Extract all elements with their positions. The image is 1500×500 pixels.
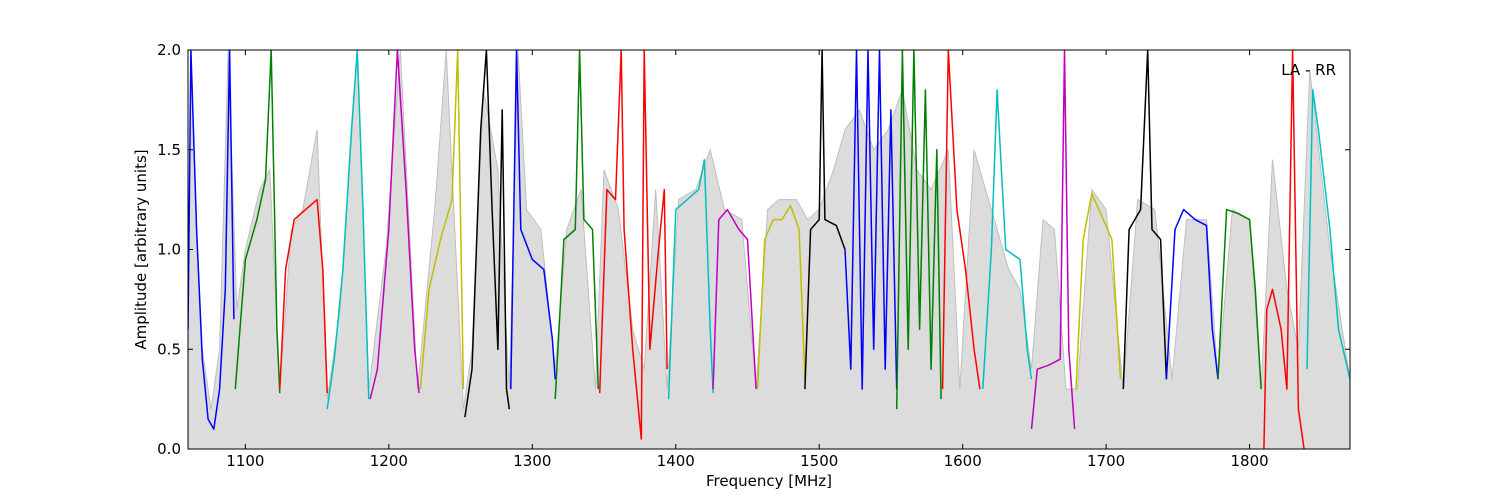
x-tick-label: 1100: [226, 452, 264, 470]
series-line-1: [188, 50, 235, 430]
series-line-24: [1263, 50, 1305, 449]
y-tick-label: 1.5: [157, 141, 181, 159]
series-line-22: [1165, 208, 1219, 380]
series-line-21: [1122, 50, 1168, 390]
y-tick-label: 0.5: [157, 340, 181, 358]
plot-area: [188, 50, 1350, 449]
y-tick-label: 1.0: [157, 241, 181, 259]
series-line-23: [1217, 208, 1262, 390]
axis-ticks: 1100 1200 1300 1400 1500 1600 1700 1800 0.0 0.5 1.…: [157, 41, 1350, 470]
x-tick-label: 1400: [657, 452, 695, 470]
series-line-19: [1030, 50, 1076, 430]
series-line-18: [982, 89, 1033, 390]
y-tick-label: 0.0: [157, 440, 181, 458]
x-tick-label: 1500: [800, 452, 838, 470]
series-line-17: [941, 50, 981, 390]
y-tick-label: 2.0: [157, 41, 181, 59]
grey-envelope: [188, 50, 1350, 449]
series-annotation: LA - RR: [1281, 61, 1336, 79]
series-line-13: [756, 204, 806, 390]
series-line-14: [804, 50, 846, 390]
series-line-3: [279, 198, 328, 394]
series-line-2: [234, 50, 281, 394]
x-axis-label: Frequency [MHz]: [706, 472, 832, 490]
series-line-10: [598, 50, 668, 440]
series-line-25: [1306, 89, 1350, 380]
x-tick-label: 1300: [513, 452, 551, 470]
series-line-6: [419, 50, 465, 390]
series-line-15: [844, 50, 898, 390]
series-line-20: [1075, 192, 1122, 390]
series-line-12: [712, 208, 757, 390]
series-line-7: [464, 50, 511, 418]
series-line-5: [369, 50, 420, 400]
series-line-9: [554, 50, 600, 400]
series-line-16: [895, 50, 942, 410]
series-line-8: [510, 50, 556, 390]
series-line-4: [326, 50, 370, 410]
x-tick-label: 1600: [944, 452, 982, 470]
y-axis-label: Amplitude [arbitrary units]: [132, 149, 150, 349]
series-line-11: [667, 158, 714, 400]
x-tick-label: 1200: [370, 452, 408, 470]
x-tick-label: 1800: [1230, 452, 1268, 470]
x-tick-label: 1700: [1087, 452, 1125, 470]
